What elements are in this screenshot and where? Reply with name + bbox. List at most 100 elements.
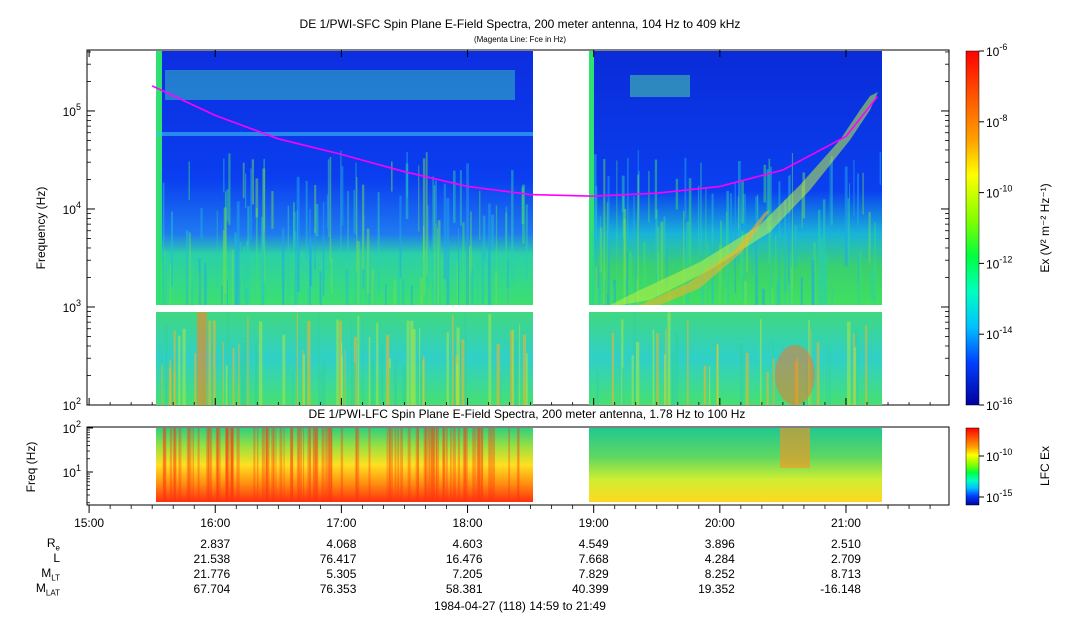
spectrogram-streak bbox=[596, 288, 599, 305]
lfc-streak bbox=[431, 428, 435, 502]
spectrogram-streak bbox=[822, 199, 826, 305]
spectrogram-streak bbox=[495, 205, 498, 305]
spectrogram-streak bbox=[874, 222, 876, 297]
spectrogram-streak bbox=[521, 187, 525, 224]
spectrogram-streak bbox=[628, 251, 632, 305]
spectrogram-streak bbox=[789, 174, 791, 214]
spectrogram-streak-low bbox=[318, 313, 320, 405]
spectrogram-streak bbox=[818, 210, 821, 305]
spectrogram-streak-low bbox=[671, 353, 675, 405]
spectrogram-streak-low bbox=[240, 352, 244, 405]
spectrogram-streak bbox=[666, 249, 668, 287]
spectrogram-streak-low bbox=[499, 372, 501, 405]
lfc-streak bbox=[356, 428, 358, 502]
lfc-streak bbox=[490, 428, 493, 502]
spectrogram-streak bbox=[768, 158, 771, 265]
spectrogram-streak bbox=[420, 278, 423, 305]
spectrogram-streak bbox=[507, 258, 509, 305]
lfc-streak bbox=[217, 428, 219, 502]
spectrogram-streak bbox=[621, 175, 625, 212]
lfc-streak bbox=[217, 428, 221, 502]
spectrogram-streak bbox=[160, 170, 162, 261]
spectrogram-streak-low bbox=[412, 329, 416, 405]
spectrogram-streak bbox=[819, 238, 823, 305]
spectrogram-streak bbox=[221, 285, 223, 305]
lfc-segment-1 bbox=[156, 428, 533, 502]
spectrogram-streak bbox=[788, 176, 790, 285]
spectrogram-streak bbox=[814, 242, 816, 305]
lfc-streak bbox=[192, 428, 194, 502]
lfc-streak bbox=[173, 428, 177, 502]
spectrogram-streak-low bbox=[376, 322, 379, 405]
spectrogram-streak bbox=[755, 196, 759, 305]
spectrogram-streak bbox=[437, 220, 441, 304]
spectrogram-streak bbox=[700, 162, 702, 256]
spectrogram-streak bbox=[330, 258, 333, 295]
spectrogram-streak bbox=[470, 211, 472, 274]
lfc-streak bbox=[481, 428, 484, 502]
spectrogram-streak bbox=[594, 154, 597, 236]
lfc-streak bbox=[261, 428, 265, 502]
lfc-colorbar-tick-label: 10-15 bbox=[986, 488, 1012, 505]
spectrogram-streak-low bbox=[772, 340, 774, 405]
spectrogram-streak bbox=[355, 162, 357, 235]
spectrogram-streak bbox=[688, 178, 692, 266]
spectrogram-streak bbox=[769, 226, 772, 305]
spectrogram-streak bbox=[655, 209, 658, 305]
spectrogram-streak-low bbox=[302, 350, 304, 405]
spectrogram-streak-low bbox=[307, 320, 311, 405]
spectrogram-streak bbox=[319, 271, 322, 305]
spectrogram-streak-low bbox=[247, 317, 249, 405]
spectrogram-streak-low bbox=[211, 323, 214, 405]
spectrogram-streak bbox=[458, 228, 460, 305]
spectrogram-streak-low bbox=[510, 330, 514, 405]
lfc-ytick-label: 101 bbox=[63, 463, 81, 480]
spectrogram-streak bbox=[831, 286, 833, 305]
spectrogram-streak-low bbox=[665, 329, 667, 405]
lfc-streak bbox=[215, 428, 217, 502]
spectrogram-streak bbox=[481, 250, 484, 305]
spectrogram-streak bbox=[418, 165, 420, 232]
spectrogram-streak bbox=[734, 182, 736, 294]
spectrogram-streak bbox=[596, 266, 600, 305]
spectrogram-streak bbox=[739, 250, 742, 305]
spectrogram-streak bbox=[246, 240, 249, 282]
spectrogram-streak bbox=[801, 185, 803, 228]
spectrogram-streak bbox=[314, 185, 317, 233]
ephemeris-value: 4.284 bbox=[704, 552, 735, 566]
spectrogram-streak-low bbox=[739, 343, 744, 405]
spectrogram-streak bbox=[190, 282, 194, 305]
ephemeris-value: 19.352 bbox=[698, 582, 735, 596]
spectrogram-streak bbox=[307, 288, 310, 305]
ephemeris-row-label: Re bbox=[46, 536, 60, 553]
ephemeris-value: 76.417 bbox=[319, 552, 357, 566]
spectrogram-streak bbox=[439, 221, 441, 305]
spectrogram-streak bbox=[775, 234, 777, 305]
spectrogram-streak bbox=[637, 174, 639, 305]
spectrogram-streak bbox=[491, 214, 494, 248]
spectrogram-streak-low bbox=[352, 362, 356, 405]
spectrogram-streak bbox=[162, 182, 165, 305]
spectrogram-streak bbox=[744, 281, 747, 305]
xtick-label: 21:00 bbox=[831, 516, 861, 530]
spectrogram-streak bbox=[766, 169, 769, 231]
spectrogram-streak bbox=[479, 190, 481, 240]
spectrogram-streak bbox=[686, 221, 690, 305]
lfc-streak bbox=[309, 428, 312, 502]
spectrogram-streak bbox=[347, 191, 349, 262]
spectrogram-streak bbox=[595, 266, 598, 305]
spectrogram-streak-low bbox=[339, 320, 342, 405]
spectrogram-streak bbox=[743, 194, 746, 227]
spectrogram-streak-low bbox=[828, 345, 831, 405]
spectrogram-streak bbox=[326, 194, 329, 229]
spectrogram-streak-low bbox=[826, 345, 828, 405]
spectrogram-streak bbox=[231, 249, 234, 305]
spectrogram-streak bbox=[432, 283, 435, 305]
spectrogram-streak-low bbox=[703, 365, 707, 405]
spectrogram-streak bbox=[287, 205, 290, 305]
lfc-streak bbox=[477, 428, 481, 502]
spectrogram-streak bbox=[595, 186, 598, 305]
ephemeris-value: 8.252 bbox=[704, 567, 735, 581]
lfc-streak bbox=[472, 428, 476, 502]
lfc-streak bbox=[178, 428, 182, 502]
